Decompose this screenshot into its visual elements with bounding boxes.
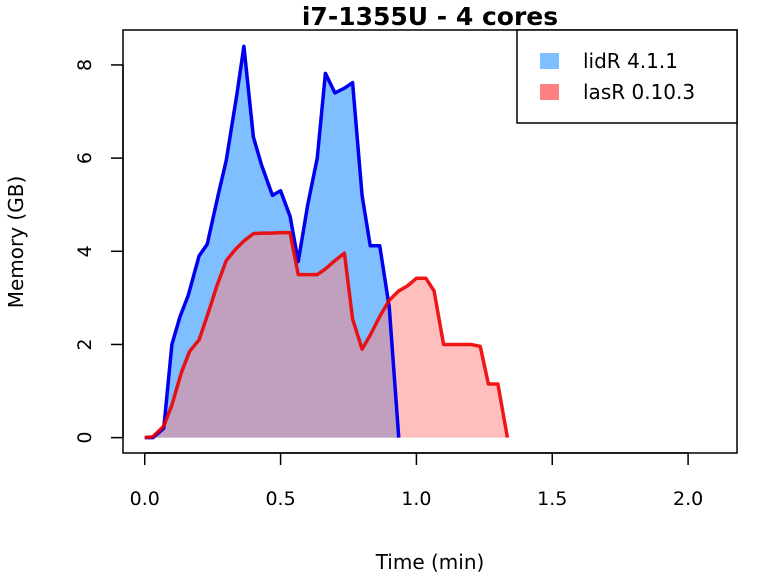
series-area-1 bbox=[144, 232, 508, 438]
y-tick-label: 2 bbox=[74, 338, 96, 350]
legend: lidR 4.1.1 lasR 0.10.3 bbox=[516, 29, 738, 124]
x-tick-label: 0.5 bbox=[265, 488, 295, 510]
legend-box bbox=[516, 29, 738, 124]
plot-frame bbox=[122, 29, 738, 454]
y-tick-label: 0 bbox=[74, 432, 96, 444]
series-line-0 bbox=[144, 44, 401, 440]
legend-swatch-lasr bbox=[540, 84, 559, 100]
legend-label-lidr: lidR 4.1.1 bbox=[583, 49, 678, 73]
plot-layer bbox=[144, 44, 510, 440]
axes-layer: 0.0 0.5 1.0 1.5 2.0 0 2 4 6 8 bbox=[74, 59, 703, 510]
x-tick-label: 0.0 bbox=[130, 488, 160, 510]
series-line-1 bbox=[144, 230, 510, 440]
legend-label-lasr: lasR 0.10.3 bbox=[583, 80, 695, 104]
x-tick-label: 1.5 bbox=[537, 488, 567, 510]
y-tick-label: 4 bbox=[74, 245, 96, 257]
y-axis-label: Memory (GB) bbox=[4, 176, 28, 309]
y-tick-label: 6 bbox=[74, 152, 96, 164]
chart-title: i7-1355U - 4 cores bbox=[302, 2, 558, 31]
y-tick-label: 8 bbox=[74, 59, 96, 71]
x-axis-label: Time (min) bbox=[375, 550, 485, 574]
legend-swatch-lidr bbox=[540, 53, 559, 69]
x-tick-label: 2.0 bbox=[673, 488, 703, 510]
x-tick-label: 1.0 bbox=[401, 488, 431, 510]
